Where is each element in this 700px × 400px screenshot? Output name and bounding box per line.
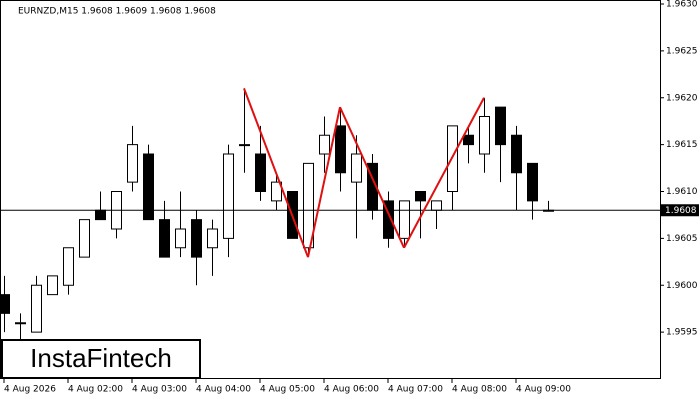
watermark-box xyxy=(1,339,201,379)
x-tick-label: 4 Aug 04:00 xyxy=(196,385,251,395)
candle-body xyxy=(127,144,138,183)
pattern-line xyxy=(243,88,309,258)
current-price-label: 1.9608 xyxy=(665,206,697,216)
candle-body xyxy=(95,209,106,221)
candle-body xyxy=(143,153,154,221)
pattern-line xyxy=(339,106,405,249)
candle-body xyxy=(255,153,266,192)
candle-body xyxy=(15,322,26,325)
y-tick-label: 1.9595 xyxy=(666,328,698,338)
candle-body xyxy=(479,116,490,155)
candle-body xyxy=(159,219,170,258)
x-tick-label: 4 Aug 09:00 xyxy=(516,385,571,395)
y-tick-label: 1.9605 xyxy=(666,234,698,244)
candle-body xyxy=(31,284,42,333)
candle-body xyxy=(527,162,538,202)
candle-body xyxy=(223,153,234,239)
x-tick-label: 4 Aug 08:00 xyxy=(452,385,507,395)
plot-frame xyxy=(0,0,661,379)
current-price-box xyxy=(661,204,699,217)
candle-body xyxy=(207,228,218,249)
candle-body xyxy=(335,125,346,174)
candle-body xyxy=(47,275,58,296)
candle-body xyxy=(511,134,522,174)
candle-body xyxy=(399,200,410,239)
candle-body xyxy=(383,200,394,239)
candle-body xyxy=(415,191,426,202)
x-tick-label: 4 Aug 03:00 xyxy=(132,385,187,395)
pattern-line xyxy=(403,97,485,249)
candle-body xyxy=(495,106,506,146)
x-tick-label: 4 Aug 2026 xyxy=(4,385,56,395)
x-tick-label: 4 Aug 02:00 xyxy=(68,385,123,395)
watermark: InstaFintech xyxy=(30,343,172,373)
candle-body xyxy=(463,134,474,146)
candle-body xyxy=(319,134,330,155)
candle-body xyxy=(303,162,314,249)
candle-body xyxy=(431,200,442,211)
pattern-line xyxy=(307,106,341,258)
candle-body xyxy=(63,247,74,286)
y-tick-label: 1.9630 xyxy=(666,0,698,10)
candle-body xyxy=(79,219,90,258)
x-tick-label: 4 Aug 07:00 xyxy=(388,385,443,395)
x-tick-label: 4 Aug 06:00 xyxy=(324,385,379,395)
chart-title: EURNZD,M15 1.9608 1.9609 1.9608 1.9608 xyxy=(18,7,216,17)
x-tick-label: 4 Aug 05:00 xyxy=(260,385,315,395)
candle-body xyxy=(191,219,202,258)
y-tick-label: 1.9625 xyxy=(666,46,698,56)
candle-body xyxy=(271,181,282,202)
y-tick-label: 1.9600 xyxy=(666,281,698,291)
y-tick-label: 1.9610 xyxy=(666,187,698,197)
candle-body xyxy=(175,228,186,249)
candle-body xyxy=(0,294,10,314)
y-tick-label: 1.9615 xyxy=(666,140,698,150)
candle-body xyxy=(351,153,362,183)
y-tick-label: 1.9620 xyxy=(666,93,698,103)
candle-body xyxy=(239,144,250,147)
